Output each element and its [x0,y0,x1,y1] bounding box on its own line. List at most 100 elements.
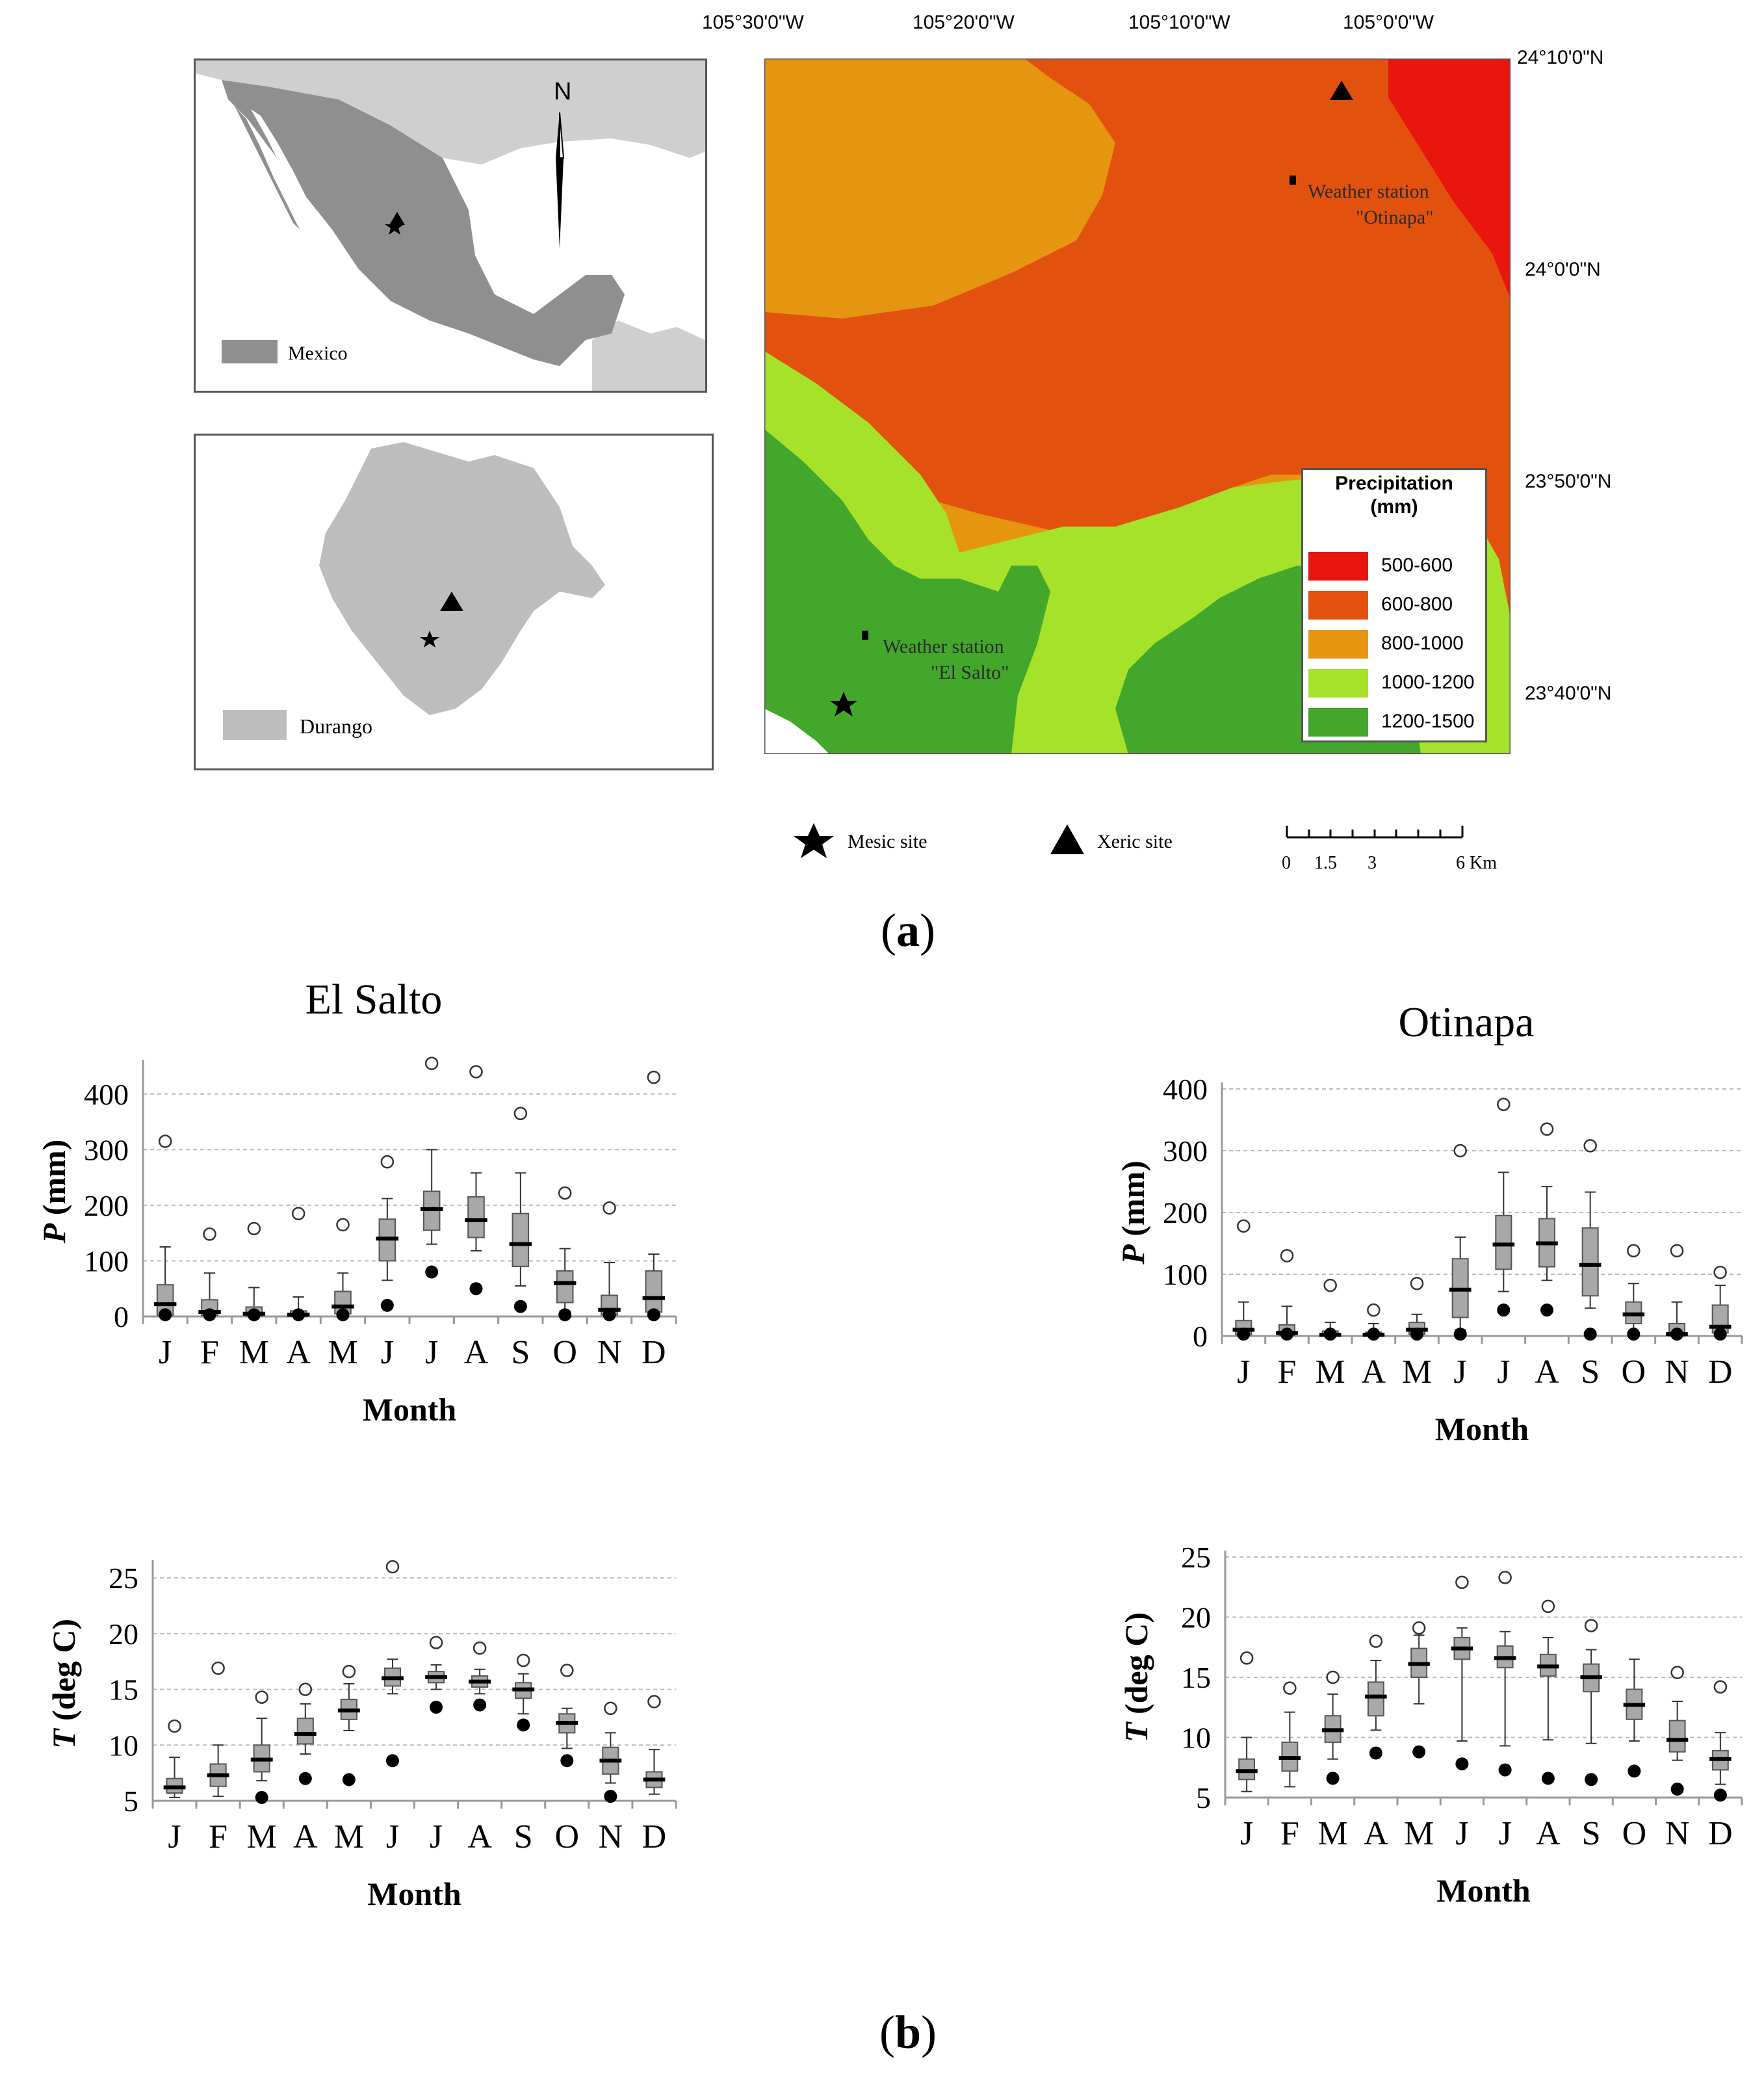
box-plot-j [153,1134,177,1322]
box-plot-f [207,1661,229,1798]
outlier-high [1283,1681,1297,1695]
min-marker [1369,1746,1382,1760]
x-tick-label: M [247,1818,277,1855]
mexico-landmass [222,80,625,366]
x-tick-label: J [386,1818,399,1855]
latitude-label: 23°50'0"N [1525,471,1612,492]
x-tick-label: J [1237,1354,1250,1391]
min-marker [1410,1328,1423,1341]
panel-a-letter: a [896,904,920,956]
box-plot-j [1494,1571,1516,1777]
y-tick-label: 20 [1181,1601,1211,1634]
y-tick-label: 100 [84,1244,129,1277]
x-tick-label: A [1536,1815,1561,1852]
legend-label: 1000-1200 [1381,672,1475,693]
north-label: N [554,78,571,105]
baja-california [235,106,300,229]
box-plot-a [469,1641,491,1712]
y-tick-label: 25 [1181,1541,1211,1574]
box-plot-d [1709,1680,1732,1802]
box-plot-j [420,1056,443,1279]
el-salto-station-label-1: Weather station [883,636,1004,657]
legend-item: 500-600 [1308,552,1484,582]
outlier-high [1453,1144,1467,1158]
outlier-high [473,1641,487,1655]
box-plot-n [1666,1666,1689,1796]
x-axis-title: Month [1435,1411,1529,1447]
x-tick-label: A [467,1818,492,1855]
legend-swatch [1308,669,1368,698]
y-tick-label: 300 [84,1133,129,1166]
outlier-high [647,1695,661,1708]
x-tick-label: J [381,1334,394,1371]
y-tick-label: 25 [109,1562,138,1595]
central-america-landmass [592,321,705,391]
x-tick-label: M [1402,1354,1432,1391]
y-tick-label: 0 [1193,1320,1208,1353]
min-marker [1367,1328,1381,1341]
outlier-high [342,1664,356,1679]
box-plot-a [1537,1599,1559,1785]
outlier-high [255,1690,268,1704]
outlier-high [298,1682,313,1696]
y-tick-label: 200 [84,1189,129,1222]
min-marker [517,1718,530,1732]
min-marker [247,1308,261,1322]
min-marker [159,1308,172,1322]
box-plot-m [1319,1278,1342,1341]
outlier-high [1412,1621,1426,1635]
durango-legend-label: Durango [300,714,372,738]
x-tick-label: J [1497,1354,1510,1391]
outlier-high [380,1155,395,1169]
min-marker [1412,1745,1426,1759]
legend-title-line1: Precipitation [1335,473,1453,494]
x-axis-title: Month [1436,1872,1531,1909]
legend-item: 600-800 [1308,591,1484,621]
outlier-high [1670,1244,1684,1258]
outlier-high [603,1201,616,1215]
x-tick-label: F [1280,1815,1299,1852]
outlier-high [1239,1651,1254,1665]
min-marker [1326,1772,1340,1785]
xeric-site-icon [1050,824,1084,854]
min-marker [430,1701,443,1714]
durango-landmass [319,442,605,715]
min-marker [298,1772,312,1785]
latitude-label: 23°40'0"N [1525,683,1612,704]
longitude-label: 105°20'0"W [913,12,1015,33]
box [645,1270,663,1313]
x-tick-label: F [1278,1354,1297,1391]
box-plot-o [553,1186,577,1322]
box-plot-n [598,1201,621,1322]
box-plot-a [465,1065,487,1296]
outlier-high [168,1719,181,1733]
y-tick-label: 100 [1163,1258,1208,1291]
box-plot-j [425,1636,447,1714]
zone-1200-1500-west [764,429,1050,754]
x-tick-label: M [239,1334,269,1371]
min-marker [1237,1328,1251,1341]
legend-label: 800-1000 [1381,633,1464,654]
x-tick-label: N [597,1334,622,1371]
box-plot-d [643,1695,666,1795]
min-marker [1498,1763,1512,1777]
box [512,1212,530,1268]
y-tick-label: 5 [123,1785,138,1818]
outlier-high [1323,1278,1337,1292]
y-tick-label: 20 [109,1617,138,1651]
latitude-label: 24°0'0"N [1525,259,1601,280]
y-tick-label: 15 [109,1673,138,1707]
box-plot-j [376,1155,399,1312]
box-plot-j [163,1719,186,1798]
longitude-label: 105°10'0"W [1128,12,1230,33]
gulf-of-california [251,109,306,200]
y-axis-title: T (deg C) [45,1619,82,1749]
min-marker [385,1754,399,1768]
outlier-high [158,1134,172,1148]
el-salto-station-label-2: "El Salto" [931,662,1009,683]
y-tick-label: 15 [1181,1661,1211,1694]
box [467,1196,485,1238]
box [1668,1720,1686,1753]
mesic-site-icon [794,823,834,858]
x-tick-label: N [1665,1815,1690,1852]
